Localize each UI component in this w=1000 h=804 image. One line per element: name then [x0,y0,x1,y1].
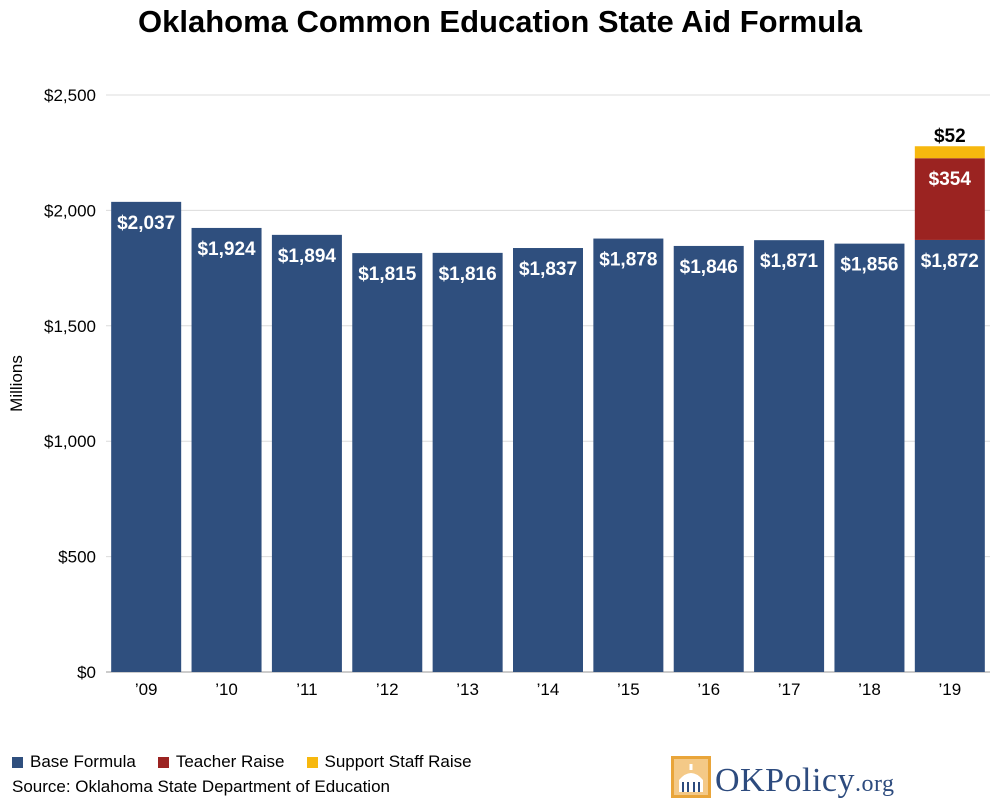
data-label: $1,815 [358,264,417,285]
data-label: $1,856 [840,255,898,276]
bar-base-formula [513,248,583,673]
x-tick-label: ’14 [537,680,560,699]
logo-text-suffix: .org [855,771,895,797]
bar-base-formula [754,240,825,672]
bar-base-formula [432,252,503,673]
x-tick-label: ’18 [858,680,881,699]
legend-label-teacher-raise: Teacher Raise [175,752,285,771]
data-label: $1,894 [278,246,337,267]
y-axis-label: Millions [7,355,26,412]
x-tick-label: ’16 [697,680,720,699]
x-tick-label: ’17 [778,680,801,699]
x-tick-label: ’15 [617,680,640,699]
y-tick-label: $0 [77,663,96,682]
data-label: $1,846 [680,257,738,278]
y-tick-label: $1,500 [44,317,96,336]
logo-wordmark: OKPolicy.org [715,764,895,798]
x-tick-label: ’10 [215,680,238,699]
y-tick-label: $2,500 [44,86,96,105]
data-label: $1,878 [599,250,657,271]
x-tick-label: ’19 [938,680,961,699]
bar-base-formula [834,243,905,672]
legend-label-base-formula: Base Formula [30,752,136,771]
legend-label-support-staff-raise: Support Staff Raise [324,752,472,771]
data-label: $1,871 [760,251,819,272]
data-label: $1,816 [439,264,497,285]
bar-base-formula [271,234,342,672]
legend-item-teacher-raise: Teacher Raise [157,752,285,772]
bar-base-formula [191,227,262,672]
data-label: $354 [929,169,972,190]
legend-item-support-staff-raise: Support Staff Raise [306,752,472,772]
bar-chart: $0 $500 $1,000 $1,500 $2,000 $2,500 Millions $2… [7,86,990,699]
bar-base-formula [593,238,664,672]
legend-swatch-teacher-raise [157,756,169,768]
x-tick-label: ’13 [456,680,479,699]
legend-swatch-base-formula [12,756,23,768]
legend: Base Formula Teacher Raise Support Staff… [12,752,472,772]
source-note: Source: Oklahoma State Department of Edu… [12,777,390,796]
capitol-dome-icon [671,756,711,798]
bar-base-formula [111,201,182,672]
x-tick-label: ’12 [376,680,399,699]
bar-base-formula [352,253,423,672]
okpolicy-logo: OKPolicy.org [671,752,895,798]
x-tick-label: ’09 [135,680,158,699]
data-label: $1,837 [519,259,577,280]
y-tick-label: $1,000 [44,432,96,451]
y-tick-label: $2,000 [44,201,96,220]
data-label: $1,872 [921,251,979,272]
data-label: $52 [934,126,966,147]
logo-text-main: OKPolicy [715,762,855,799]
bar-support-staff-raise [914,146,985,159]
y-tick-label: $500 [58,548,96,567]
bar-base-formula [673,245,744,672]
legend-swatch-support-staff-raise [306,756,318,768]
x-tick-label: ’11 [296,680,317,699]
chart-title: Oklahoma Common Education State Aid Form… [138,4,862,39]
data-label: $1,924 [197,239,256,260]
legend-item-base-formula: Base Formula [12,752,136,772]
data-label: $2,037 [117,213,175,234]
bar-base-formula [914,239,985,673]
bar-teacher-raise [914,158,985,240]
